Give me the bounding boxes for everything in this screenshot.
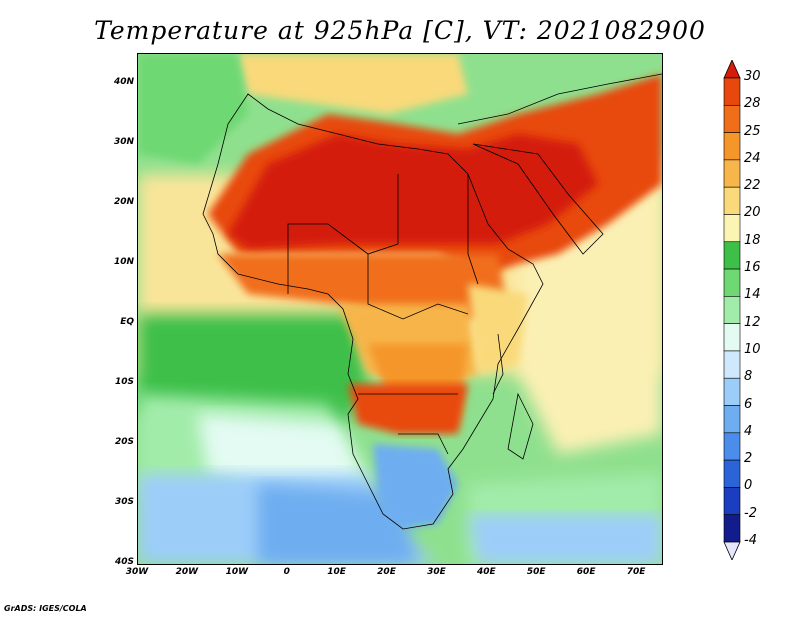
colorbar-tick-label: 18 — [744, 232, 761, 248]
colorbar-segment — [723, 241, 741, 270]
lon-label: 10E — [327, 567, 346, 577]
lon-label: 40E — [476, 567, 496, 577]
colorbar-max-triangle — [723, 60, 741, 79]
colorbar-tick-label: 14 — [744, 287, 761, 303]
lat-label: 10N — [113, 257, 134, 267]
colorbar-segment — [723, 432, 741, 461]
colorbar-tick-label: 16 — [744, 260, 761, 276]
colorbar-tick-label: 20 — [744, 205, 761, 221]
lat-label: 30N — [113, 137, 134, 147]
temperature-map — [137, 53, 663, 565]
colorbar-segment — [723, 214, 741, 243]
colorbar-tick-label: 12 — [744, 314, 761, 330]
lat-label: EQ — [120, 317, 134, 327]
lat-label: 40N — [113, 77, 134, 87]
colorbar-segment — [723, 350, 741, 379]
coastlines — [202, 73, 662, 530]
lat-label: 10S — [114, 377, 134, 387]
colorbar-tick-label: 4 — [744, 423, 753, 439]
lon-label: 50E — [526, 567, 546, 577]
colorbar-tick-label: 24 — [744, 150, 761, 166]
colorbar-segment — [723, 77, 741, 106]
colorbar-tick-label: 30 — [744, 69, 761, 84]
lon-label: 20W — [175, 567, 199, 577]
lat-label: 20N — [113, 197, 134, 207]
map-canvas — [138, 54, 662, 564]
colorbar-segment — [723, 104, 741, 133]
colorbar-tick-label: 6 — [744, 396, 753, 412]
lon-label: 70E — [626, 567, 646, 577]
colorbar-segment — [723, 323, 741, 352]
grads-credit: GrADS: IGES/COLA — [4, 604, 87, 613]
colorbar-segment — [723, 159, 741, 188]
colorbar-segment — [723, 487, 741, 516]
colorbar-tick-label: 8 — [744, 369, 753, 385]
colorbar-segment — [723, 296, 741, 324]
colorbar-tick-label: 28 — [744, 96, 761, 112]
colorbar-segment — [723, 186, 741, 215]
lon-label: 0 — [283, 567, 290, 577]
colorbar-segment — [723, 268, 741, 297]
lat-label: 30S — [114, 497, 134, 507]
lon-label: 60E — [576, 567, 596, 577]
colorbar-tick-label: -2 — [744, 505, 757, 521]
colorbar-tick-label: 22 — [744, 178, 761, 194]
lat-label: 40S — [114, 557, 134, 567]
colorbar — [723, 60, 741, 560]
colorbar-tick-label: 2 — [744, 451, 753, 467]
map-title: Temperature at 925hPa [C], VT: 202108290… — [94, 16, 706, 45]
colorbar-segment — [723, 132, 741, 161]
temperature-field — [138, 54, 662, 564]
colorbar-min-triangle — [723, 541, 741, 560]
colorbar-segment — [723, 377, 741, 406]
colorbar-tick-label: -4 — [744, 533, 757, 548]
colorbar-tick-label: 25 — [744, 123, 761, 139]
colorbar-tick-label: 0 — [744, 478, 753, 494]
colorbar-segment — [723, 514, 741, 543]
colorbar-segment — [723, 405, 741, 434]
lon-label: 30W — [125, 567, 149, 577]
colorbar-tick-label: 10 — [744, 341, 761, 357]
lat-label: 20S — [114, 437, 134, 447]
lon-label: 30E — [427, 567, 446, 577]
lon-label: 10W — [225, 567, 249, 577]
lon-label: 20E — [377, 567, 396, 577]
colorbar-segment — [723, 459, 741, 488]
